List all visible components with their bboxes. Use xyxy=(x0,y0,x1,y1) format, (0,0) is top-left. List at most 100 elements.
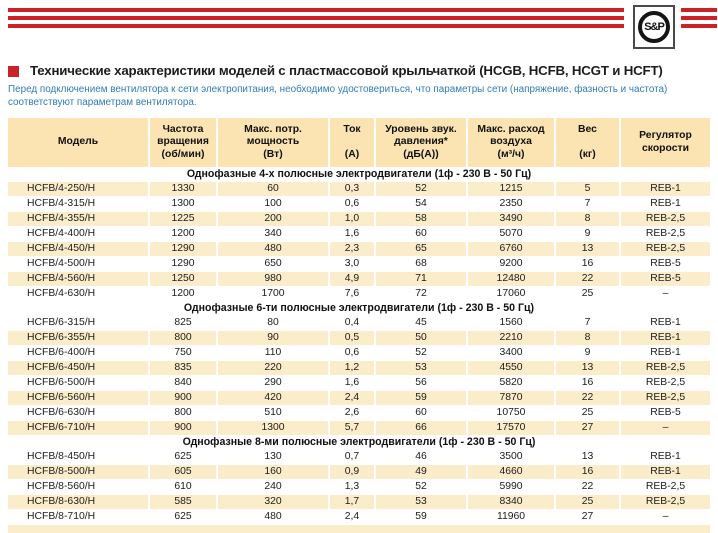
cell-power: 1300 xyxy=(218,421,330,435)
cell-model: HCFB/6-400/H xyxy=(8,346,150,360)
cell-weight: 16 xyxy=(556,465,621,479)
table-row: HCFB/6-355/H 800 90 0,5 50 2210 8 REB-1 xyxy=(8,331,710,345)
cell-rpm: 750 xyxy=(150,346,218,360)
brand-stripes-right xyxy=(681,8,717,32)
cell-noise: 53 xyxy=(376,495,468,509)
cell-weight: 7 xyxy=(556,316,621,330)
cell-power: 420 xyxy=(218,391,330,405)
cell-rpm: 610 xyxy=(150,480,218,494)
column-header-power: Макс. потр. мощность (Вт) xyxy=(218,118,330,167)
table-row: HCFB/8-500/H 605 160 0,9 49 4660 16 REB-1 xyxy=(8,465,710,479)
cell-regulator: REB-5 xyxy=(621,272,710,286)
cell-power: 100 xyxy=(218,197,330,211)
cell-model: HCFB/4-250/H xyxy=(8,182,150,196)
cell-current: 1,0 xyxy=(330,212,376,226)
cell-weight: 22 xyxy=(556,480,621,494)
table-row: HCFB/4-500/H 1290 650 3,0 68 9200 16 REB-5 xyxy=(8,257,710,271)
cell-power: 510 xyxy=(218,406,330,420)
cell-model: HCFB/6-450/H xyxy=(8,361,150,375)
cell-power: 290 xyxy=(218,376,330,390)
cell-weight: 5 xyxy=(556,182,621,196)
table-row: HCFB/6-500/H 840 290 1,6 56 5820 16 REB-2,5 xyxy=(8,376,710,390)
cell-regulator: REB-1 xyxy=(621,197,710,211)
cell-rpm: 840 xyxy=(150,376,218,390)
cell-regulator: REB-1 xyxy=(621,316,710,330)
sp-logo: S&P xyxy=(633,5,675,49)
cell-noise: 45 xyxy=(376,316,468,330)
cell-noise: 49 xyxy=(376,465,468,479)
cell-power: 320 xyxy=(218,495,330,509)
cell-regulator: REB-2,5 xyxy=(621,391,710,405)
cell-current: 2,6 xyxy=(330,406,376,420)
cell-power: 980 xyxy=(218,272,330,286)
cell-model: HCFB/4-315/H xyxy=(8,197,150,211)
cell-power: 90 xyxy=(218,331,330,345)
cell-rpm: 825 xyxy=(150,316,218,330)
cell-noise: 60 xyxy=(376,406,468,420)
table-row: HCFB/8-560/H 610 240 1,3 52 5990 22 REB-2,5 xyxy=(8,480,710,494)
cell-airflow: 12480 xyxy=(468,272,556,286)
cell-current: 0,6 xyxy=(330,346,376,360)
cell-current: 7,6 xyxy=(330,287,376,301)
cell-rpm: 605 xyxy=(150,465,218,479)
cell-regulator: – xyxy=(621,510,710,524)
cell-power: 340 xyxy=(218,227,330,241)
cell-weight: 9 xyxy=(556,346,621,360)
table-row: HCFB/6-450/H 835 220 1,2 53 4550 13 REB-2,5 xyxy=(8,361,710,375)
table-row: HCFB/6-400/H 750 110 0,6 52 3400 9 REB-1 xyxy=(8,346,710,360)
cell-airflow: 10750 xyxy=(468,406,556,420)
cell-noise: 58 xyxy=(376,212,468,226)
table-row: HCFB/4-315/H 1300 100 0,6 54 2350 7 REB-1 xyxy=(8,197,710,211)
cell-noise: 53 xyxy=(376,361,468,375)
cell-model: HCFB/4-450/H xyxy=(8,242,150,256)
cell-noise: 50 xyxy=(376,331,468,345)
cell-rpm: 1200 xyxy=(150,287,218,301)
cell-airflow: 5070 xyxy=(468,227,556,241)
cell-noise: 60 xyxy=(376,227,468,241)
cell-model: HCFB/4-630/H xyxy=(8,287,150,301)
cell-rpm: 900 xyxy=(150,391,218,405)
table-row: HCFB/4-250/H 1330 60 0,3 52 1215 5 REB-1 xyxy=(8,182,710,196)
cell-regulator: REB-2,5 xyxy=(621,480,710,494)
cell-regulator: REB-1 xyxy=(621,346,710,360)
cell-current: 0,5 xyxy=(330,331,376,345)
cell-model: HCFB/6-500/H xyxy=(8,376,150,390)
cell-noise: 71 xyxy=(376,272,468,286)
section-title: Однофазные 8-ми полюсные электродвигател… xyxy=(8,436,710,449)
cell-airflow: 2210 xyxy=(468,331,556,345)
column-header-rpm: Частота вращения (об/мин) xyxy=(150,118,218,167)
cell-power: 80 xyxy=(218,316,330,330)
cell-current: 2,4 xyxy=(330,391,376,405)
cell-rpm: 1290 xyxy=(150,242,218,256)
table-header-row: Модель Частота вращения (об/мин) Макс. п… xyxy=(8,118,710,167)
cell-noise: 65 xyxy=(376,242,468,256)
cell-weight: 25 xyxy=(556,287,621,301)
cell-rpm: 900 xyxy=(150,421,218,435)
cell-current: 0,4 xyxy=(330,316,376,330)
cell-airflow: 7870 xyxy=(468,391,556,405)
spec-table: Модель Частота вращения (об/мин) Макс. п… xyxy=(8,118,710,533)
sp-logo-ring-icon: S&P xyxy=(638,11,670,43)
cell-airflow: 9200 xyxy=(468,257,556,271)
cell-current: 1,6 xyxy=(330,376,376,390)
column-header-model: Модель xyxy=(8,118,150,167)
cell-current: 1,7 xyxy=(330,495,376,509)
table-row: HCFB/6-630/H 800 510 2,6 60 10750 25 REB-5 xyxy=(8,406,710,420)
cell-rpm: 835 xyxy=(150,361,218,375)
cell-model: HCFB/8-500/H xyxy=(8,465,150,479)
cell-airflow: 17060 xyxy=(468,287,556,301)
cell-weight: 22 xyxy=(556,391,621,405)
cell-model: HCFB/6-630/H xyxy=(8,406,150,420)
section-title: Однофазные 4-х полюсные электродвигатели… xyxy=(8,168,710,181)
cell-power: 480 xyxy=(218,242,330,256)
table-row: HCFB/8-710/H 625 480 2,4 59 11960 27– xyxy=(8,510,710,524)
cell-airflow: 2350 xyxy=(468,197,556,211)
column-header-airflow: Макс. расход воздуха (м³/ч) xyxy=(468,118,556,167)
cell-rpm: 1290 xyxy=(150,257,218,271)
cell-rpm: 625 xyxy=(150,510,218,524)
cell-current: 5,7 xyxy=(330,421,376,435)
cell-airflow: 3400 xyxy=(468,346,556,360)
cell-model: HCFB/6-560/H xyxy=(8,391,150,405)
cell-weight: 16 xyxy=(556,376,621,390)
warning-note: Перед подключением вентилятора к сети эл… xyxy=(8,84,668,108)
